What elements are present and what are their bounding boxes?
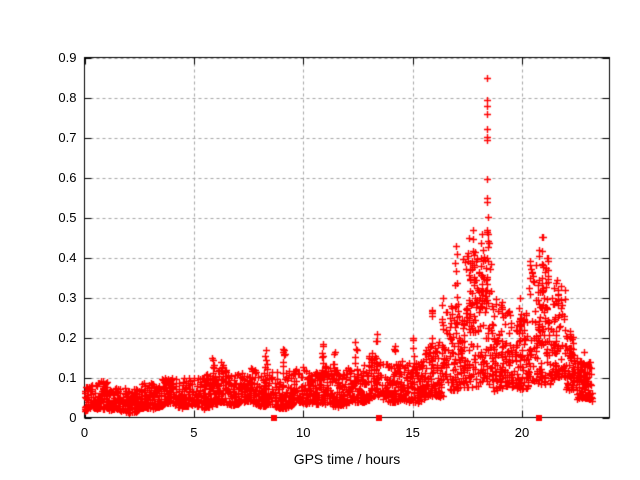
- y-tick-label: 0.4: [58, 249, 77, 265]
- x-tick-label: 20: [514, 424, 530, 440]
- x-tick-label: 15: [405, 424, 420, 440]
- y-tick-label: 0.8: [58, 89, 77, 105]
- y-tick-label: 0.1: [58, 369, 77, 385]
- y-tick-label: 0.3: [58, 289, 77, 305]
- y-tick-label: 0.7: [58, 129, 77, 145]
- y-tick-label: 0.9: [58, 49, 77, 65]
- y-tick-label: 0.6: [58, 169, 77, 185]
- x-tick-label: 10: [296, 424, 311, 440]
- y-tick-label: 0.2: [58, 329, 77, 345]
- y-tick-label: 0: [69, 409, 77, 425]
- x-axis-title: GPS time / hours: [293, 451, 401, 467]
- x-tick-label: 0: [80, 424, 89, 440]
- y-tick-label: 0.5: [58, 209, 77, 225]
- x-tick-label: 5: [190, 424, 198, 440]
